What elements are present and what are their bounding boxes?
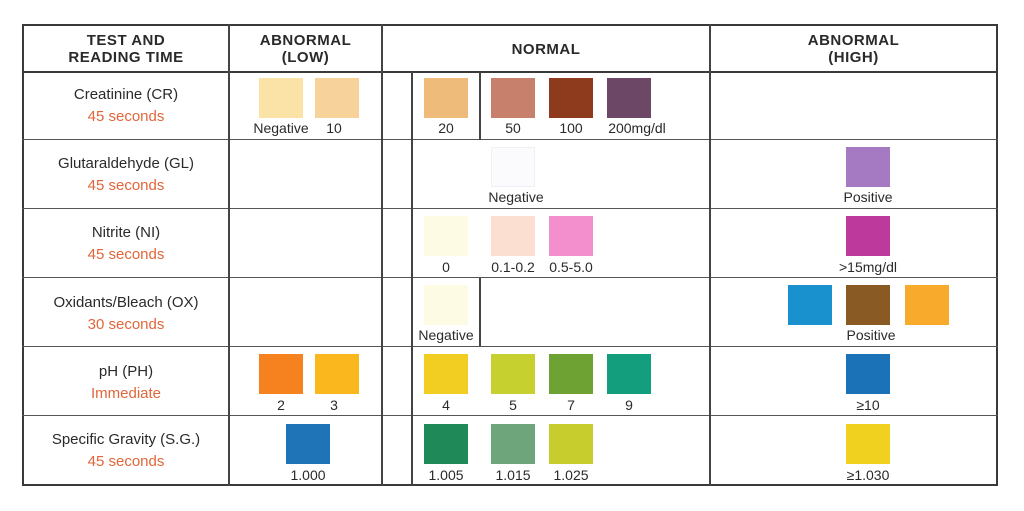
color-swatch-ox-positive-blue <box>788 285 832 325</box>
column-divider <box>381 24 383 486</box>
header-divider <box>22 71 998 73</box>
swatch-label: 9 <box>625 397 633 413</box>
test-nitrite: Nitrite (NI) 45 seconds <box>24 222 228 266</box>
header-high-line1: ABNORMAL <box>807 32 900 49</box>
swatch-label: 50 <box>505 120 521 136</box>
color-swatch-ni-0 <box>424 216 468 256</box>
swatch-label: 200mg/dl <box>608 120 666 136</box>
swatch-label: 0.5-5.0 <box>549 259 593 275</box>
swatch-label: Positive <box>846 327 896 343</box>
color-swatch-ox-negative <box>424 285 468 325</box>
color-swatch-ni-0-5 <box>549 216 593 256</box>
header-high-line2: (HIGH) <box>828 49 879 66</box>
color-swatch-ph-10 <box>846 354 890 394</box>
color-swatch-cr-20 <box>424 78 468 118</box>
color-swatch-cr-negative <box>259 78 303 118</box>
reading-time: 45 seconds <box>87 108 165 125</box>
swatch-label: 3 <box>330 397 338 413</box>
color-swatch-sg-1000 <box>286 424 330 464</box>
test-oxidants: Oxidants/Bleach (OX) 30 seconds <box>24 292 228 336</box>
swatch-label: 0.1-0.2 <box>491 259 535 275</box>
reading-time: 45 seconds <box>87 177 165 194</box>
row-divider <box>22 346 998 347</box>
column-divider <box>228 24 230 486</box>
test-name: Creatinine (CR) <box>73 86 179 103</box>
swatch-label: 1.015 <box>495 467 531 483</box>
color-swatch-ox-positive-brown <box>846 285 890 325</box>
color-swatch-ph-4 <box>424 354 468 394</box>
swatch-label: 7 <box>567 397 575 413</box>
color-swatch-ox-positive-orange <box>905 285 949 325</box>
color-swatch-sg-1030 <box>846 424 890 464</box>
color-swatch-sg-1015 <box>491 424 535 464</box>
header-low-line1: ABNORMAL <box>259 32 352 49</box>
header-test-line2: READING TIME <box>68 49 184 66</box>
reading-time: 45 seconds <box>87 246 165 263</box>
test-glutaraldehyde: Glutaraldehyde (GL) 45 seconds <box>24 153 228 197</box>
color-swatch-gl-positive <box>846 147 890 187</box>
color-swatch-ph-2 <box>259 354 303 394</box>
header-normal-label: NORMAL <box>511 40 581 58</box>
color-swatch-cr-10 <box>315 78 359 118</box>
swatch-label: ≥1.030 <box>846 467 890 483</box>
swatch-label: 4 <box>442 397 450 413</box>
swatch-label: 1.005 <box>428 467 464 483</box>
color-swatch-cr-50 <box>491 78 535 118</box>
header-high: ABNORMAL (HIGH) <box>711 26 996 72</box>
header-test: TEST AND READING TIME <box>24 26 228 72</box>
row-divider <box>22 139 998 140</box>
test-name: Specific Gravity (S.G.) <box>51 431 201 448</box>
test-name: Glutaraldehyde (GL) <box>58 155 194 172</box>
swatch-label: >15mg/dl <box>839 259 897 275</box>
swatch-label: 100 <box>559 120 583 136</box>
swatch-label: 1.000 <box>290 467 326 483</box>
row-divider <box>22 277 998 278</box>
row-divider <box>22 415 998 416</box>
header-test-line1: TEST AND <box>86 32 166 49</box>
swatch-label: Positive <box>843 189 893 205</box>
color-swatch-ni-0-1 <box>491 216 535 256</box>
swatch-label: ≥10 <box>856 397 880 413</box>
column-divider <box>411 72 413 486</box>
color-swatch-gl-negative <box>491 147 535 187</box>
color-swatch-sg-1025 <box>549 424 593 464</box>
swatch-label: 1.025 <box>553 467 589 483</box>
test-name: Oxidants/Bleach (OX) <box>53 294 199 311</box>
swatch-label: 10 <box>326 120 342 136</box>
color-swatch-ph-9 <box>607 354 651 394</box>
swatch-label: Negative <box>418 327 474 343</box>
reading-time: 30 seconds <box>87 316 165 333</box>
column-divider <box>709 24 711 486</box>
test-ph: pH (PH) Immediate <box>24 361 228 405</box>
row-divider <box>22 208 998 209</box>
color-swatch-ph-7 <box>549 354 593 394</box>
header-normal: NORMAL <box>383 26 709 72</box>
swatch-label: 0 <box>442 259 450 275</box>
header-low-line2: (LOW) <box>281 49 330 66</box>
column-divider <box>479 72 481 140</box>
swatch-label: Negative <box>253 120 309 136</box>
reading-time: 45 seconds <box>87 453 165 470</box>
swatch-label: 5 <box>509 397 517 413</box>
test-name: pH (PH) <box>98 363 154 380</box>
test-name: Nitrite (NI) <box>91 224 161 241</box>
color-swatch-ph-5 <box>491 354 535 394</box>
color-swatch-sg-1005 <box>424 424 468 464</box>
color-swatch-ni-15 <box>846 216 890 256</box>
swatch-label: 20 <box>438 120 454 136</box>
test-specific-gravity: Specific Gravity (S.G.) 45 seconds <box>24 429 228 473</box>
color-swatch-cr-100 <box>549 78 593 118</box>
header-low: ABNORMAL (LOW) <box>230 26 381 72</box>
reading-time: Immediate <box>90 385 162 402</box>
color-swatch-cr-200 <box>607 78 651 118</box>
swatch-label: 2 <box>277 397 285 413</box>
column-divider <box>479 278 481 346</box>
color-swatch-ph-3 <box>315 354 359 394</box>
results-table <box>22 24 998 486</box>
test-creatinine: Creatinine (CR) 45 seconds <box>24 84 228 128</box>
swatch-label: Negative <box>488 189 544 205</box>
